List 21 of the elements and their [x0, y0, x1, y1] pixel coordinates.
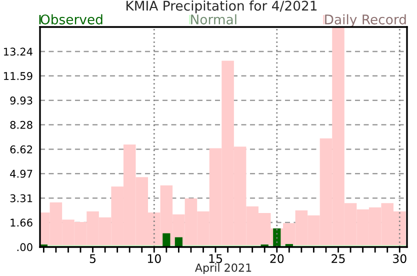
y-tick-label: 8.28 — [10, 120, 32, 129]
x-tick-label: 25 — [332, 254, 345, 264]
bar — [162, 233, 170, 247]
legend-label: Normal — [191, 14, 236, 24]
x-axis-title: April 2021 — [194, 263, 252, 274]
x-tick-label: 10 — [148, 254, 161, 264]
x-tick-label: 30 — [393, 254, 406, 264]
y-tick-label: 11.59 — [4, 72, 32, 80]
x-tick-label: 15 — [209, 254, 222, 264]
legend-label: Observed — [40, 14, 102, 24]
y-tick-label: 13.24 — [4, 48, 32, 56]
x-tick-label: 5 — [90, 254, 96, 264]
y-tick-label: .00 — [17, 243, 32, 252]
y-tick-label: 3.31 — [10, 194, 32, 202]
y-tick-label: 9.93 — [10, 96, 32, 105]
y-tick-label: 1.66 — [10, 218, 32, 227]
y-tick-label: 4.97 — [10, 170, 32, 178]
x-tick-label: 20 — [270, 254, 284, 264]
y-tick-label: 6.62 — [10, 145, 32, 154]
legend-label: Daily Record — [325, 14, 406, 27]
chart-title: KMIA Precipitation for 4/2021 — [126, 0, 317, 14]
